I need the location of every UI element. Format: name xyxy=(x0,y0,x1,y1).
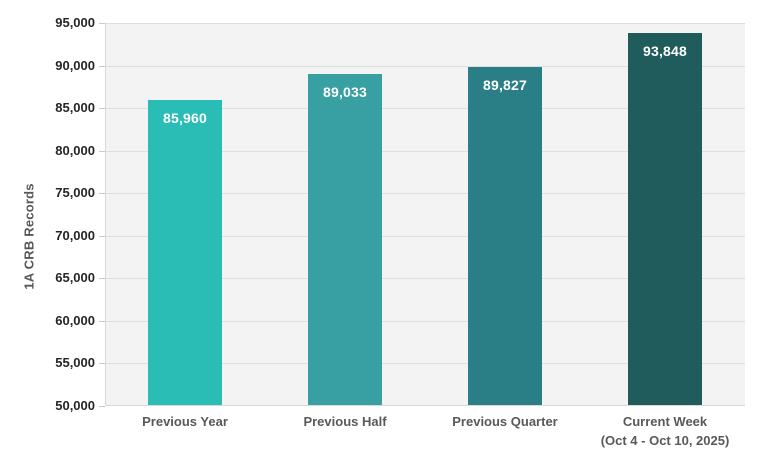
y-tick-mark xyxy=(99,406,105,407)
y-tick-label: 90,000 xyxy=(55,57,95,73)
gridline xyxy=(106,108,745,110)
gridline xyxy=(106,65,745,67)
bar-value-label: 93,848 xyxy=(642,42,688,59)
y-tick-label: 95,000 xyxy=(55,15,95,30)
gridline xyxy=(106,235,745,237)
gridline xyxy=(106,363,745,365)
y-tick-mark xyxy=(99,320,105,322)
bar-value-label: 89,033 xyxy=(322,83,368,100)
y-tick-mark xyxy=(99,65,105,67)
y-tick-mark xyxy=(99,235,105,237)
x-category-label: Previous Year xyxy=(142,414,228,429)
y-tick-label: 55,000 xyxy=(55,355,95,371)
y-tick-mark xyxy=(99,23,105,24)
gridline xyxy=(106,320,745,322)
gridline xyxy=(106,278,745,280)
y-tick-mark xyxy=(99,108,105,110)
y-tick-mark xyxy=(99,193,105,195)
y-tick-label: 65,000 xyxy=(55,270,95,286)
gridline xyxy=(106,23,745,24)
gridline xyxy=(106,150,745,152)
bar-2[interactable]: 89,033 xyxy=(308,73,382,405)
bar-value-label: 89,827 xyxy=(482,77,528,94)
bar-1[interactable]: 85,960 xyxy=(148,99,222,405)
y-tick-mark xyxy=(99,363,105,365)
bar-3[interactable]: 89,827 xyxy=(468,67,542,405)
bar-4[interactable]: 93,848 xyxy=(628,32,702,405)
y-tick-label: 60,000 xyxy=(55,312,95,328)
y-tick-label: 80,000 xyxy=(55,142,95,158)
y-tick-mark xyxy=(99,278,105,280)
y-tick-label: 70,000 xyxy=(55,227,95,243)
y-tick-label: 50,000 xyxy=(55,398,95,413)
y-tick-mark xyxy=(99,150,105,152)
gridline xyxy=(106,193,745,195)
x-category-label: Previous Half xyxy=(303,414,387,429)
y-tick-label: 75,000 xyxy=(55,185,95,201)
x-category-label: Current Week (Oct 4 - Oct 10, 2025) xyxy=(600,414,730,448)
x-category-label: Previous Quarter xyxy=(452,414,558,429)
bar-value-label: 85,960 xyxy=(162,109,208,126)
y-tick-label: 85,000 xyxy=(55,100,95,116)
